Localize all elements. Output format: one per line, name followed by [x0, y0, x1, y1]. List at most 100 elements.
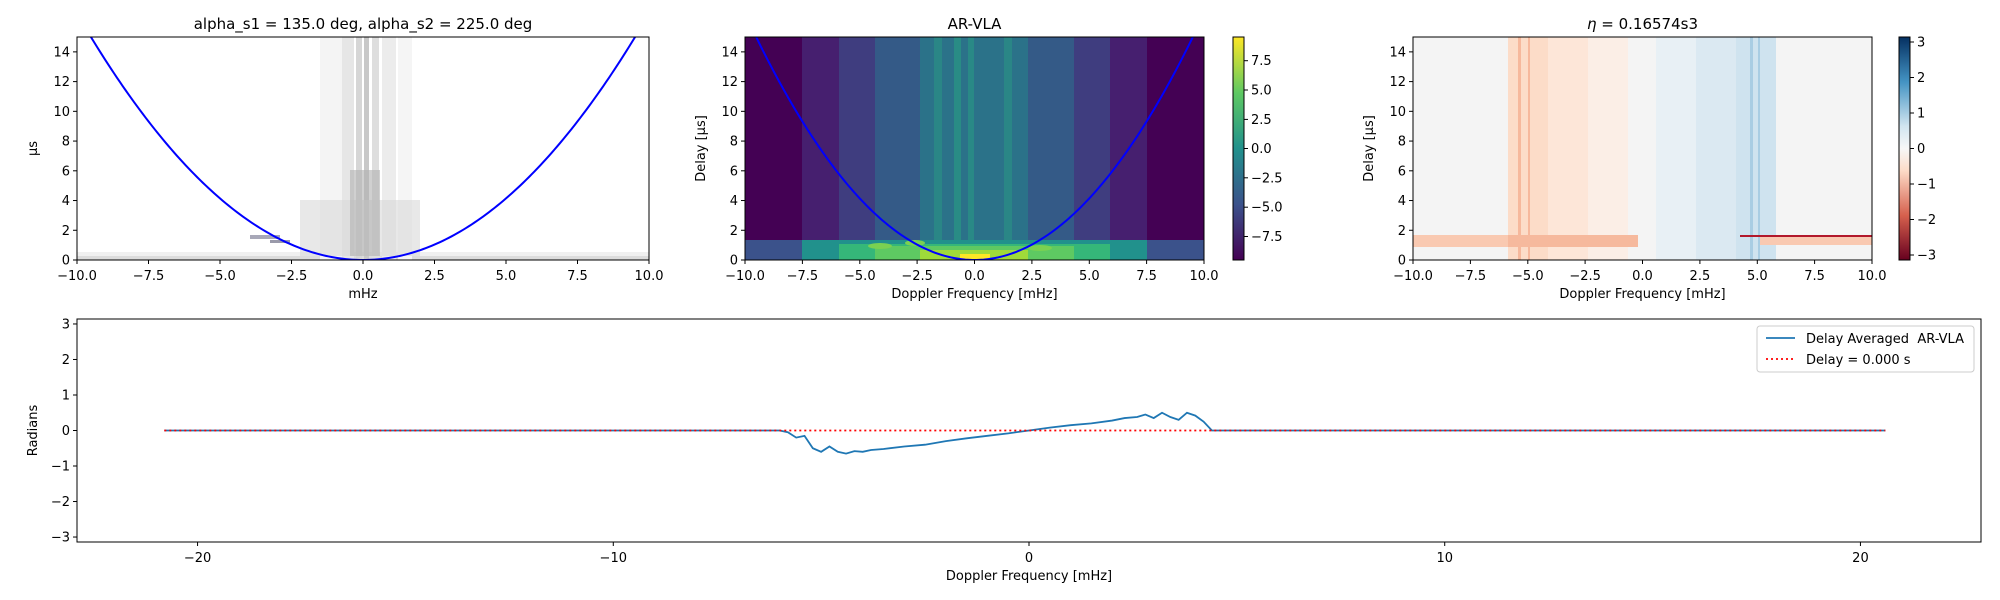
svg-text:5.0: 5.0	[1079, 269, 1100, 284]
svg-text:2: 2	[1917, 71, 1925, 86]
x-tick-label: −10	[600, 551, 627, 566]
x-tick-label: 10	[1436, 551, 1453, 566]
heat-band-blue	[1736, 37, 1776, 260]
svg-text:14: 14	[721, 45, 738, 60]
svg-text:−5.0: −5.0	[1251, 201, 1283, 216]
svg-text:−7.5: −7.5	[133, 269, 165, 284]
svg-text:14: 14	[1389, 45, 1406, 60]
x-tick: 2.5	[1022, 260, 1042, 284]
heat-column-red	[1518, 37, 1521, 260]
y-tick-label: 1	[62, 388, 70, 403]
svg-text:−2.5: −2.5	[1251, 171, 1283, 186]
y-tick: 8	[730, 135, 745, 150]
series-line-delay-averaged	[164, 411, 1886, 455]
colorbar-gradient	[1898, 36, 1911, 261]
y-tick-label: −2	[51, 495, 70, 510]
heat-column	[968, 37, 974, 260]
svg-text:−7.5: −7.5	[787, 269, 819, 284]
heat-blob	[1028, 245, 1052, 251]
svg-text:4: 4	[62, 194, 70, 209]
x-tick: 5.0	[1079, 260, 1100, 284]
y-tick: 8	[62, 135, 77, 150]
panel-2-x-ticks: −10.0 −7.5 −5.0 −2.5 0.0 2.5 5.0 7.5 10.…	[725, 260, 1218, 284]
y-tick: 10	[53, 105, 77, 120]
svg-text:10.0: 10.0	[1858, 269, 1887, 284]
heat-band-red	[1588, 37, 1628, 260]
heat-band	[920, 37, 1028, 260]
heat-column	[934, 37, 942, 260]
panel-1-xlabel: mHz	[348, 287, 377, 302]
y-tick: 10	[721, 105, 745, 120]
heat-floor-red	[1508, 235, 1638, 247]
panel-3-heatmap	[1413, 37, 1872, 260]
panel-1-title: alpha_s1 = 135.0 deg, alpha_s2 = 225.0 d…	[194, 15, 533, 34]
svg-text:0: 0	[1398, 254, 1406, 269]
svg-text:0: 0	[1917, 142, 1925, 157]
y-tick: 4	[730, 194, 745, 209]
y-tick: 4	[1398, 194, 1413, 209]
svg-text:10: 10	[721, 105, 738, 120]
svg-text:7.5: 7.5	[1136, 269, 1157, 284]
legend-label: Delay Averaged AR-VLA	[1806, 332, 1964, 347]
svg-text:6: 6	[730, 164, 738, 179]
y-tick: 0	[62, 254, 77, 269]
svg-text:−2.5: −2.5	[901, 269, 933, 284]
colorbar-tick: 2	[1910, 71, 1925, 86]
svg-text:2: 2	[1398, 224, 1406, 239]
svg-text:8: 8	[1398, 135, 1406, 150]
panel-4-xlabel: Doppler Frequency [mHz]	[946, 569, 1112, 584]
panel-4-y-ticks: 3 2 1 0 −1 −2 −3	[51, 317, 77, 546]
svg-text:12: 12	[1389, 75, 1406, 90]
heat-band-red	[1548, 37, 1588, 260]
panel-3-plot-area	[1413, 37, 1872, 260]
panel-3-title-value: = 0.16574s3	[1597, 15, 1699, 33]
svg-text:4: 4	[730, 194, 738, 209]
x-tick: −10.0	[1393, 260, 1433, 284]
panel-3-title: η = 0.16574s3	[1587, 15, 1698, 33]
panel-2-heatmap	[745, 37, 1204, 260]
y-tick-label: 3	[62, 317, 70, 332]
svg-text:2.5: 2.5	[1690, 269, 1711, 284]
svg-text:5.0: 5.0	[496, 269, 517, 284]
panel-2-colorbar: 7.5 5.0 2.5 0.0 −2.5 −5.0 −7.5	[1232, 36, 1283, 261]
panel-3: η = 0.16574s3 −10.0 −	[1362, 15, 1936, 302]
x-tick: −5.0	[1512, 260, 1544, 284]
x-tick: 0.0	[964, 260, 985, 284]
y-tick: 2	[62, 224, 77, 239]
y-tick: −3	[51, 531, 77, 546]
x-tick: 10.0	[635, 260, 664, 284]
colorbar-tick: −7.5	[1244, 230, 1283, 245]
svg-text:5.0: 5.0	[1251, 84, 1272, 99]
svg-text:6: 6	[1398, 164, 1406, 179]
y-tick-label: 2	[62, 353, 70, 368]
panel-3-xlabel: Doppler Frequency [mHz]	[1559, 287, 1725, 302]
x-tick: −20	[184, 542, 211, 566]
panel-1: alpha_s1 = 135.0 deg, alpha_s2 = 225.0 d…	[26, 15, 664, 302]
heat-band-floor	[77, 256, 649, 260]
svg-text:12: 12	[721, 75, 738, 90]
y-tick: 12	[1389, 75, 1413, 90]
panel-3-title-symbol: η	[1587, 15, 1597, 33]
colorbar-gradient	[1232, 36, 1245, 261]
x-tick-label: 0	[1025, 551, 1033, 566]
x-tick-label: −20	[184, 551, 211, 566]
y-tick: 12	[721, 75, 745, 90]
svg-text:7.5: 7.5	[567, 269, 588, 284]
x-tick: 20	[1852, 542, 1869, 566]
svg-text:0: 0	[730, 254, 738, 269]
svg-text:7.5: 7.5	[1251, 54, 1272, 69]
x-tick: 10.0	[1190, 260, 1219, 284]
svg-text:−1: −1	[1917, 178, 1936, 193]
x-tick: −7.5	[1455, 260, 1486, 284]
colorbar-tick: 1	[1910, 107, 1925, 122]
svg-text:10.0: 10.0	[635, 269, 664, 284]
y-tick: 3	[62, 317, 77, 332]
x-tick: 0	[1025, 542, 1033, 566]
heat-floor-red	[1413, 235, 1513, 247]
heat-column	[364, 37, 369, 260]
x-tick: −2.5	[901, 260, 933, 284]
heat-blob	[250, 235, 280, 239]
svg-text:10.0: 10.0	[1190, 269, 1219, 284]
heat-column-low	[350, 170, 380, 256]
